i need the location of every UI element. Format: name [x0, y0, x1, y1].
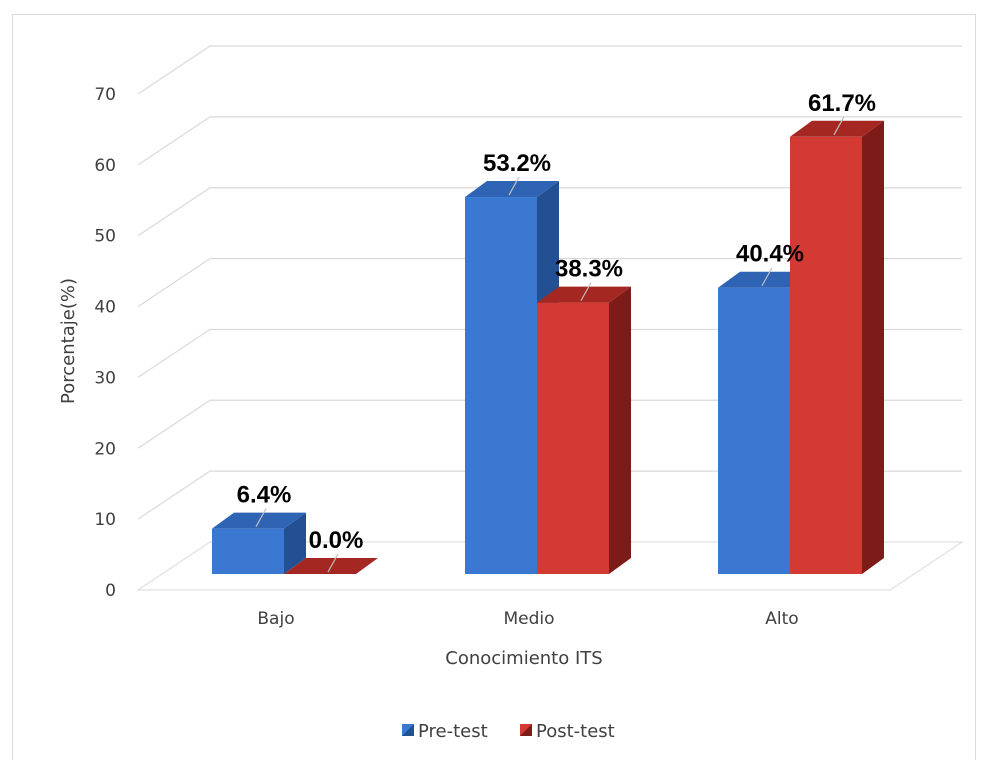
legend-swatch-post-test-shade	[520, 724, 532, 736]
bar-side	[609, 286, 631, 574]
data-labels: 6.4% 0.0% 53.2% 38.3% 40.4% 61.7%	[237, 90, 876, 573]
bar-side	[862, 120, 884, 574]
y-tick-label: 30	[94, 368, 116, 388]
data-label: 40.4%	[736, 241, 804, 268]
y-tick-label: 50	[94, 227, 116, 247]
y-tick-label: 10	[94, 510, 116, 530]
y-tick-label: 0	[105, 581, 116, 601]
data-label-leader	[255, 508, 267, 527]
data-label-leader	[580, 282, 592, 301]
gridline	[137, 328, 962, 378]
data-label: 0.0%	[309, 527, 364, 554]
bar-front	[790, 136, 862, 574]
y-tick-label: 60	[94, 156, 116, 176]
data-label: 38.3%	[555, 256, 623, 283]
bar-front	[718, 287, 790, 574]
y-axis-title: Porcentaje(%)	[58, 278, 79, 404]
y-tick-label: 40	[94, 298, 116, 318]
legend-item-pre-test[interactable]: Pre-test	[402, 721, 488, 742]
data-label: 6.4%	[237, 482, 292, 509]
bar-side	[284, 512, 306, 574]
gridline	[137, 470, 962, 520]
gridline	[137, 116, 962, 166]
legend: Pre-test Post-test	[402, 721, 615, 742]
bar-post-test-medio	[537, 286, 631, 574]
x-tick-label: Bajo	[257, 609, 294, 629]
bar-front	[465, 197, 537, 575]
bars	[212, 120, 884, 575]
x-tick-label: Alto	[765, 609, 798, 629]
gridline	[137, 399, 962, 449]
legend-label-post-test: Post-test	[536, 721, 615, 742]
x-tick-label: Medio	[503, 609, 554, 629]
data-label: 53.2%	[483, 150, 551, 177]
gridline	[137, 257, 962, 308]
data-label: 61.7%	[808, 90, 876, 117]
bar-pre-test-bajo	[212, 512, 306, 574]
legend-swatch-pre-test-shade	[402, 724, 414, 736]
data-label-leader	[761, 267, 773, 287]
bar-post-test-alto	[790, 120, 884, 574]
gridline	[137, 187, 962, 237]
y-axis-ticks: 0 10 20 30 40 50 60 70	[94, 85, 116, 601]
y-tick-label: 70	[94, 85, 116, 105]
x-axis-title: Conocimiento ITS	[445, 648, 602, 669]
legend-item-post-test[interactable]: Post-test	[520, 721, 615, 742]
bar-front	[537, 302, 609, 574]
gridline	[137, 45, 962, 95]
x-axis-ticks: Bajo Medio Alto	[257, 609, 798, 629]
data-label-leader	[833, 116, 845, 136]
bar-front	[212, 528, 284, 574]
data-label-leader	[508, 176, 520, 196]
legend-label-pre-test: Pre-test	[418, 721, 488, 742]
y-tick-label: 20	[94, 439, 116, 459]
data-label-leader	[327, 553, 339, 573]
